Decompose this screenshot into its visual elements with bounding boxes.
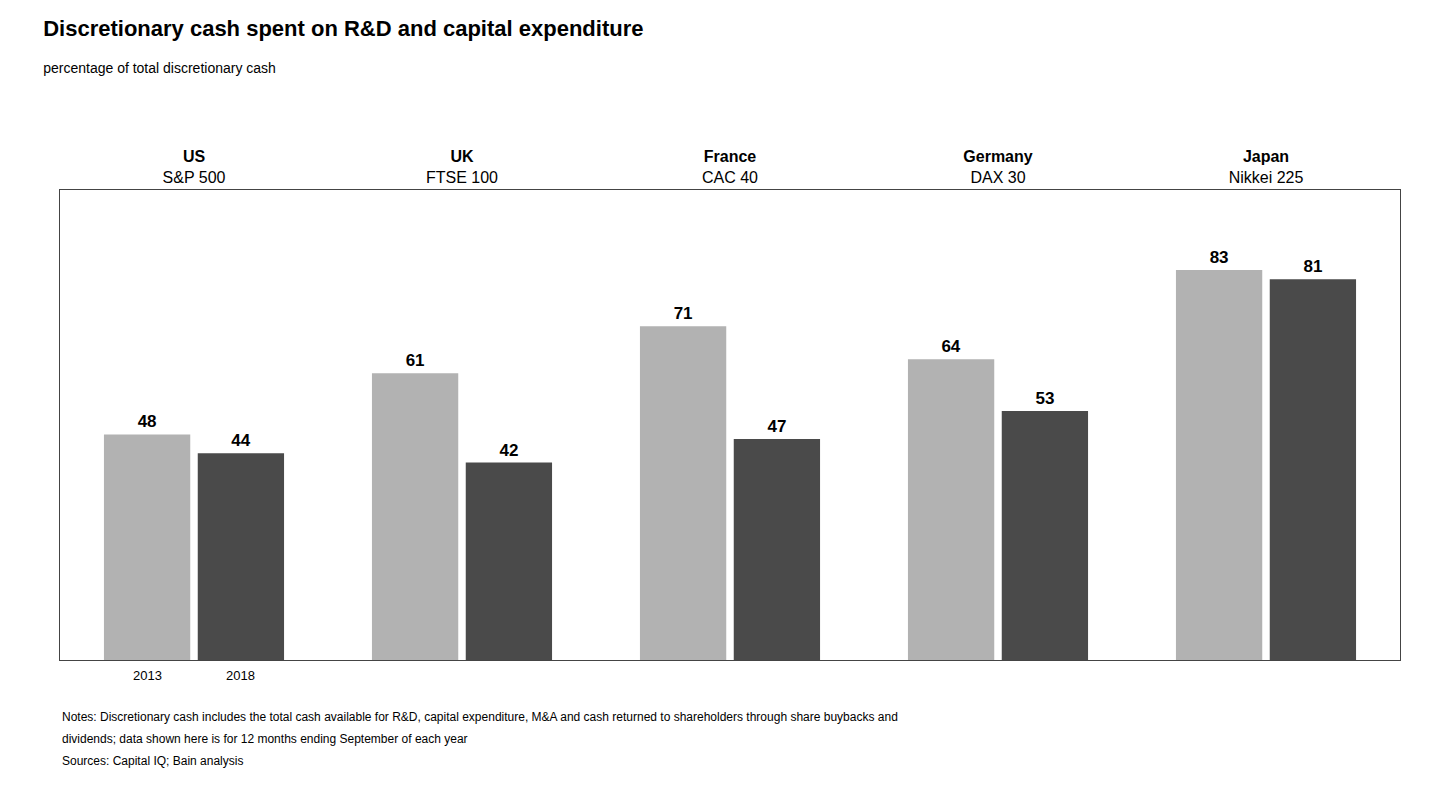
svg-text:44: 44 bbox=[231, 431, 250, 450]
svg-text:JapanNikkei 225: JapanNikkei 225 bbox=[1229, 148, 1304, 186]
svg-text:71: 71 bbox=[674, 304, 693, 323]
svg-text:Sources: Capital IQ; Bain anal: Sources: Capital IQ; Bain analysis bbox=[62, 754, 243, 768]
svg-text:Notes: Discretionary cash incl: Notes: Discretionary cash includes the t… bbox=[62, 710, 898, 724]
svg-text:dividends; data shown here is: dividends; data shown here is for 12 mon… bbox=[62, 732, 468, 746]
svg-text:42: 42 bbox=[499, 441, 518, 460]
svg-text:48: 48 bbox=[138, 412, 157, 431]
svg-text:81: 81 bbox=[1303, 257, 1322, 276]
svg-text:47: 47 bbox=[767, 417, 786, 436]
svg-text:53: 53 bbox=[1035, 389, 1054, 408]
svg-text:percentage of total discretion: percentage of total discretionary cash bbox=[43, 60, 276, 76]
svg-text:UKFTSE 100: UKFTSE 100 bbox=[426, 148, 498, 186]
svg-text:2013: 2013 bbox=[133, 668, 162, 683]
svg-text:64: 64 bbox=[941, 337, 960, 356]
svg-text:GermanyDAX 30: GermanyDAX 30 bbox=[963, 148, 1032, 186]
svg-text:Discretionary cash spent on R&: Discretionary cash spent on R&D and capi… bbox=[43, 16, 643, 41]
svg-text:2018: 2018 bbox=[226, 668, 255, 683]
svg-text:61: 61 bbox=[406, 351, 425, 370]
svg-text:FranceCAC 40: FranceCAC 40 bbox=[702, 148, 758, 186]
svg-text:83: 83 bbox=[1210, 248, 1229, 267]
svg-text:USS&P 500: USS&P 500 bbox=[163, 148, 226, 186]
